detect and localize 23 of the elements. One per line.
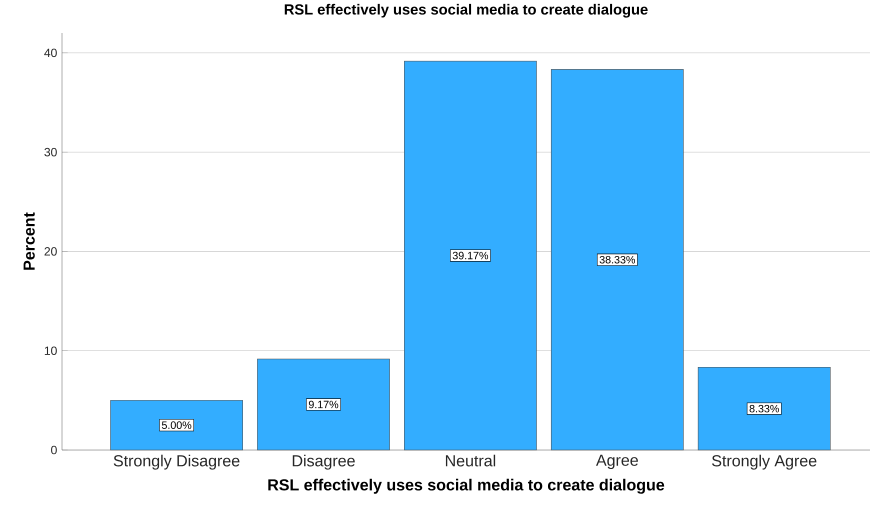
x-tick-label: Agree: [596, 454, 638, 470]
bar: [698, 367, 831, 450]
y-tick-label: 20: [44, 247, 57, 256]
bar: [110, 400, 243, 450]
y-axis-title: Percent: [24, 212, 35, 270]
x-tick-label: Strongly Agree: [712, 454, 816, 470]
data-label: 38.33%: [600, 256, 636, 264]
data-label: 5.00%: [162, 421, 192, 429]
bar: [550, 69, 684, 450]
data-label: 9.17%: [308, 400, 338, 408]
y-tick-label: 40: [44, 48, 57, 58]
x-axis-title: RSL effectively uses social media to create dialogue: [268, 478, 664, 494]
x-tick-label: Strongly Disagree: [114, 454, 240, 470]
x-tick-label: Disagree: [292, 454, 355, 470]
data-label: 39.17%: [452, 252, 488, 260]
chart-title: RSL effectively uses social media to create dialogue: [284, 4, 648, 18]
data-label: 8.33%: [750, 404, 779, 412]
y-tick-label: 30: [44, 148, 57, 156]
bar: [404, 60, 537, 450]
y-tick-label: 10: [44, 346, 57, 355]
x-tick-label: Neutral: [446, 454, 496, 466]
bar: [257, 358, 390, 450]
y-tick-label: 0: [51, 446, 57, 454]
